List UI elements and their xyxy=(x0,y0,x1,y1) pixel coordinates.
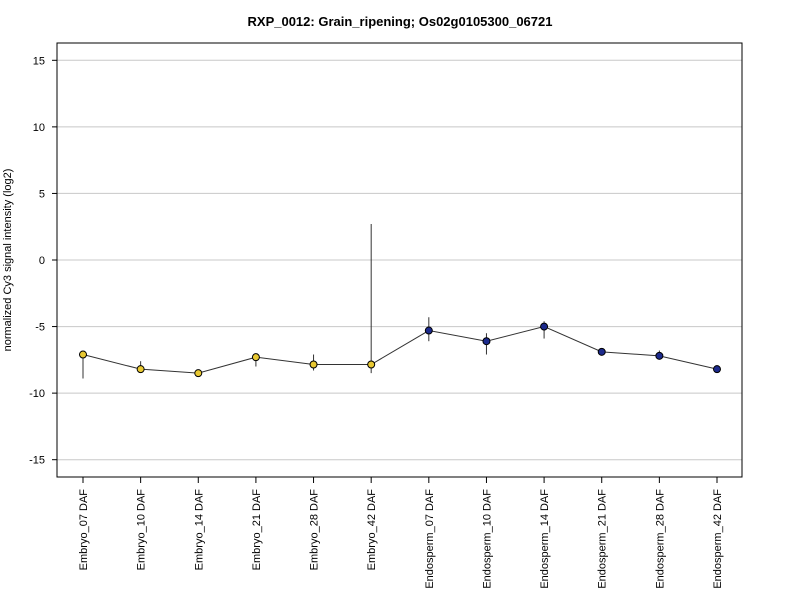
x-tick-label: Embryo_14 DAF xyxy=(193,489,205,571)
y-tick-label: -10 xyxy=(29,388,45,400)
x-tick-label: Endosperm_21 DAF xyxy=(597,489,609,589)
data-point xyxy=(136,365,145,374)
data-point xyxy=(424,326,433,335)
y-tick-label: -15 xyxy=(29,455,45,467)
chart-title: RXP_0012: Grain_ripening; Os02g0105300_0… xyxy=(248,14,553,29)
x-tick-label: Embryo_10 DAF xyxy=(136,489,148,571)
data-point xyxy=(251,353,260,362)
x-tick-label: Embryo_42 DAF xyxy=(366,489,378,571)
y-axis-title: normalized Cy3 signal intensity (log2) xyxy=(2,169,14,352)
data-point xyxy=(713,365,721,374)
y-tick-label: 0 xyxy=(39,255,45,267)
x-tick-label: Endosperm_42 DAF xyxy=(712,489,724,589)
y-tick-label: 15 xyxy=(33,55,45,67)
x-tick-label: Embryo_28 DAF xyxy=(309,489,321,571)
data-point xyxy=(367,360,376,369)
x-tick-label: Endosperm_07 DAF xyxy=(424,489,436,589)
grid-lines xyxy=(57,59,742,461)
x-axis: Embryo_07 DAF Embryo_10 DAF Embryo_14 DAF E… xyxy=(78,477,724,589)
data-point xyxy=(482,337,491,346)
data-point xyxy=(79,350,87,359)
y-axis: -15 -10 -5 0 5 10 15 xyxy=(29,55,57,467)
data-point xyxy=(655,351,664,360)
series-line xyxy=(82,326,718,374)
x-tick-label: Endosperm_10 DAF xyxy=(481,489,493,589)
x-tick-label: Endosperm_14 DAF xyxy=(539,489,551,589)
y-tick-label: 10 xyxy=(33,122,45,134)
y-tick-label: -5 xyxy=(35,322,45,334)
data-point xyxy=(309,360,318,369)
x-tick-label: Endosperm_28 DAF xyxy=(654,489,666,589)
data-point xyxy=(194,369,203,378)
data-point xyxy=(540,322,549,331)
x-tick-label: Embryo_21 DAF xyxy=(251,489,263,571)
series-expression xyxy=(79,224,721,379)
x-tick-label: Embryo_07 DAF xyxy=(78,489,90,571)
y-tick-label: 5 xyxy=(39,188,45,200)
data-point xyxy=(597,347,606,356)
